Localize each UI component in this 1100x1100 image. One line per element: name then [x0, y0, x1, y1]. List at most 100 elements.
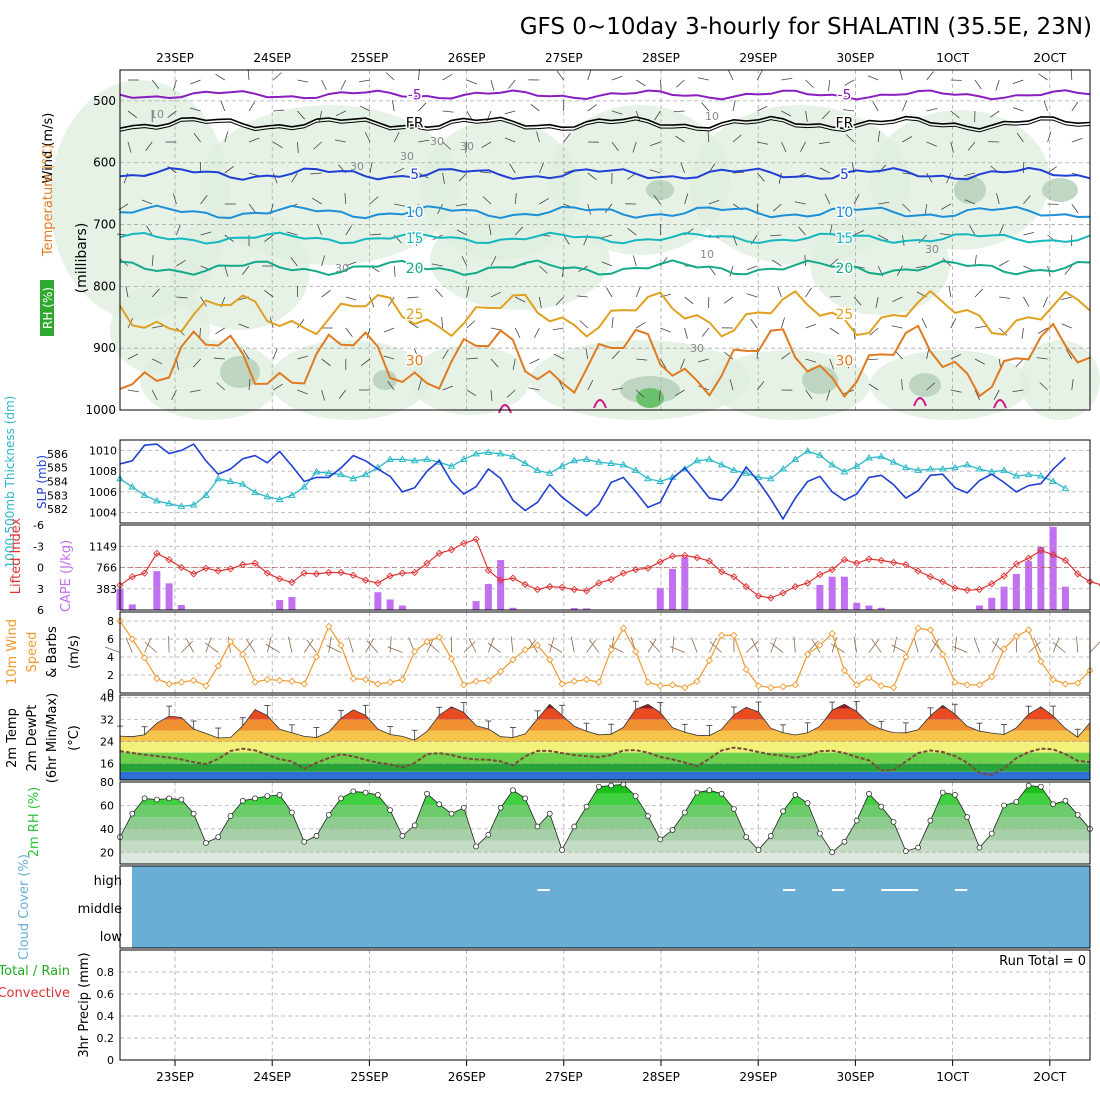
cape-bar — [1000, 586, 1008, 610]
cape-bar — [1061, 586, 1069, 610]
lifted-index-point — [1000, 572, 1008, 580]
rh-point — [411, 822, 418, 829]
thickness-point — [521, 459, 530, 467]
rh-point — [706, 787, 713, 794]
wind-barb — [805, 323, 817, 329]
thickness-point — [189, 501, 198, 508]
wind-barb — [418, 102, 427, 112]
thickness-point — [410, 456, 419, 464]
thickness-point — [202, 491, 210, 498]
isotherm-line — [119, 289, 1091, 338]
surface-wind-barb — [770, 642, 784, 653]
lifted-index-point — [226, 565, 235, 573]
thickness-point — [337, 470, 345, 478]
surface-wind-barb — [991, 638, 1000, 653]
surface-wind-barb — [1076, 636, 1079, 653]
wind-barb — [1016, 132, 1024, 143]
isotherm-line — [119, 204, 1091, 220]
isotherm-label: 15 — [406, 231, 424, 247]
wind-barb — [152, 358, 163, 365]
wind-barb — [313, 141, 322, 150]
wind-barb — [587, 104, 597, 112]
wind-barb — [601, 261, 613, 267]
rh-point — [890, 818, 897, 825]
wind-barb — [941, 203, 951, 210]
isotherm-35 — [498, 404, 512, 414]
wind-barb — [1071, 203, 1079, 214]
cape-bar — [472, 601, 480, 610]
thickness-tick-label: 585 — [47, 462, 68, 475]
wind-barb — [724, 351, 734, 360]
rh-contour-label: 30 — [690, 342, 704, 355]
surface-wind-barb — [144, 637, 152, 653]
surface-wind-barb — [570, 636, 575, 653]
cape-bar — [288, 596, 296, 610]
wind-barb — [611, 75, 623, 81]
wind-speed-point — [251, 678, 259, 686]
wind-barb — [466, 320, 476, 329]
rh-area-dark — [1042, 178, 1078, 202]
stability-panel — [119, 524, 1091, 611]
wind-barb — [391, 100, 395, 112]
wind-barb — [514, 327, 521, 339]
lifted-index-point — [190, 570, 198, 578]
wind-barb — [778, 172, 782, 184]
wind-barb — [818, 141, 830, 145]
rh-point — [743, 834, 750, 840]
surface-wind-barb — [426, 637, 435, 653]
rh-line — [119, 783, 1091, 853]
rh-point — [1038, 783, 1044, 790]
rh-point — [510, 787, 516, 794]
isotherm-label: 30 — [406, 354, 424, 370]
rh-area-dark — [646, 180, 674, 200]
wind-barb — [894, 350, 903, 360]
wind-barb — [220, 100, 226, 112]
wind-barb — [654, 110, 661, 121]
wind-barb — [172, 79, 177, 91]
wind-barb — [635, 389, 645, 398]
wind-barb — [176, 296, 188, 299]
ylabel-total-rain: Total / Rain — [0, 964, 70, 979]
wind-barb — [369, 296, 375, 308]
wind-tick-label: 6 — [107, 633, 114, 646]
wind-barb — [215, 327, 226, 335]
lifted-index-point — [386, 572, 394, 580]
wind-barb — [1071, 101, 1079, 112]
wind-barb — [794, 201, 806, 205]
wind-speed-point — [742, 665, 750, 674]
surface-wind-barb — [303, 639, 314, 653]
isotherm-line — [119, 119, 1091, 133]
lifted-index-point — [619, 569, 628, 577]
wind-barb — [635, 110, 641, 122]
wind-speed-point — [595, 678, 603, 686]
surface-wind-barb — [830, 643, 845, 653]
isotherm-label: FR — [406, 116, 424, 132]
wind-barb — [490, 256, 497, 267]
rh-point — [362, 789, 369, 796]
rh-tick-label: 40 — [100, 823, 114, 836]
surface-wind-barb — [205, 637, 212, 653]
wind-barb — [360, 105, 371, 112]
wind-speed-point — [779, 683, 787, 691]
lifted-index-point — [570, 585, 578, 594]
rh-point — [289, 809, 295, 816]
surface-wind-barb — [548, 643, 563, 653]
wind-barb — [297, 355, 309, 360]
wind-barb — [310, 172, 322, 175]
wind-barb — [673, 110, 685, 113]
surface-wind-barb — [1033, 637, 1042, 653]
ylabel-rh: RH (%) — [41, 287, 55, 329]
wind-barb — [509, 163, 516, 174]
slp-tick-label: 1006 — [89, 486, 117, 499]
wind-barb — [393, 265, 396, 277]
wind-barb — [585, 348, 589, 360]
wind-barb — [317, 224, 322, 236]
thickness-point — [459, 455, 468, 462]
pressure-tick-label: 900 — [93, 341, 116, 355]
rh-point — [841, 838, 848, 845]
wind-barb — [553, 353, 564, 360]
wind-barb — [1036, 357, 1048, 360]
wind-barb — [248, 101, 256, 112]
wind-barb — [611, 141, 619, 152]
wind-barb — [974, 325, 986, 329]
